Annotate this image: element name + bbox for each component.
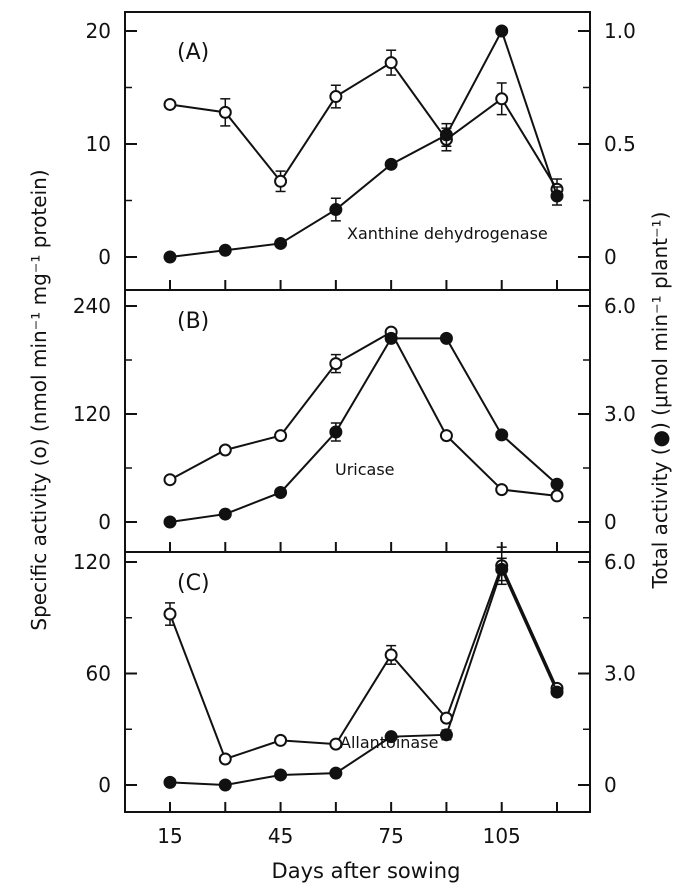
point-filled [274,485,288,499]
point-filled [218,778,232,792]
point-filled [163,515,177,529]
plot-frame [124,551,591,813]
y-tick-label-left: 120 [73,550,111,574]
point-filled [218,243,232,257]
series-line-filled [169,337,558,523]
y-tick-label-right: 0 [604,773,617,797]
point-open [163,97,177,111]
y-tick-label-left: 0 [98,773,111,797]
panel-label: (A) [177,40,209,65]
point-filled [329,766,343,780]
point-filled [550,685,564,699]
point-filled [495,428,509,442]
point-filled [329,425,343,439]
y-axis-label-right: Total activity (●) (μmol min⁻¹ plant⁻¹) [648,212,672,590]
y-tick-label-left: 20 [86,19,111,43]
point-open [329,357,343,371]
enzyme-label: Xanthine dehydrogenase [347,224,548,243]
point-filled [495,24,509,38]
panels-group: 0 10 20 0 0.5 1.0 (A) Xanthine dehydrogenase 0 12… [73,11,636,848]
x-tick-label: 75 [378,824,403,848]
y-tick-label-left: 0 [98,245,111,269]
point-open [550,489,564,503]
point-open [329,737,343,751]
point-open [274,174,288,188]
point-filled [274,236,288,250]
series-line-filled [169,566,558,787]
x-axis-label: Days after sowing [272,859,461,883]
point-open [439,429,453,443]
y-tick-label-right: 1.0 [604,19,636,43]
series-line-filled [169,28,558,258]
x-tick-label: 15 [157,824,182,848]
point-open [384,56,398,70]
point-filled [550,477,564,491]
point-filled [439,331,453,345]
point-filled [274,768,288,782]
panel-1: 0 120 240 0 3.0 6.0 (B) Uricase [73,289,636,553]
point-open [163,607,177,621]
y-tick-label-left: 120 [73,402,111,426]
y-tick-label-right: 0 [604,510,617,534]
y-tick-label-right: 6.0 [604,550,636,574]
y-tick-label-right: 3.0 [604,402,636,426]
point-open [274,429,288,443]
y-tick-label-left: 10 [86,132,111,156]
y-tick-label-left: 0 [98,510,111,534]
series-line-open [169,563,558,761]
point-filled [384,157,398,171]
point-filled [163,775,177,789]
x-tick-label: 105 [483,824,521,848]
point-open [274,733,288,747]
point-filled [495,562,509,576]
point-filled [384,730,398,744]
y-tick-label-right: 0 [604,245,617,269]
y-tick-label-left: 240 [73,294,111,318]
y-tick-label-right: 6.0 [604,294,636,318]
point-open [329,90,343,104]
y-tick-label-right: 3.0 [604,662,636,686]
point-open [163,473,177,487]
y-tick-label-left: 60 [86,662,111,686]
point-open [495,92,509,106]
series-line-open [169,61,558,190]
y-tick-label-right: 0.5 [604,132,636,156]
point-filled [550,189,564,203]
point-filled [439,128,453,142]
point-open [218,443,232,457]
y-axis-label-left: Specific activity (o) (nmol min⁻¹ mg⁻¹ p… [27,169,51,630]
point-open [218,105,232,119]
point-filled [384,331,398,345]
point-filled [329,203,343,217]
point-filled [218,507,232,521]
enzyme-label: Uricase [335,460,395,479]
panel-label: (B) [177,309,209,334]
series-line-open [169,330,558,497]
point-open [495,483,509,497]
x-tick-label: 45 [268,824,293,848]
point-open [384,648,398,662]
panel-0: 0 10 20 0 0.5 1.0 (A) Xanthine dehydrogenase [86,11,636,291]
point-filled [163,250,177,264]
point-filled [439,728,453,742]
panel-label: (C) [177,571,210,596]
point-open [218,752,232,766]
